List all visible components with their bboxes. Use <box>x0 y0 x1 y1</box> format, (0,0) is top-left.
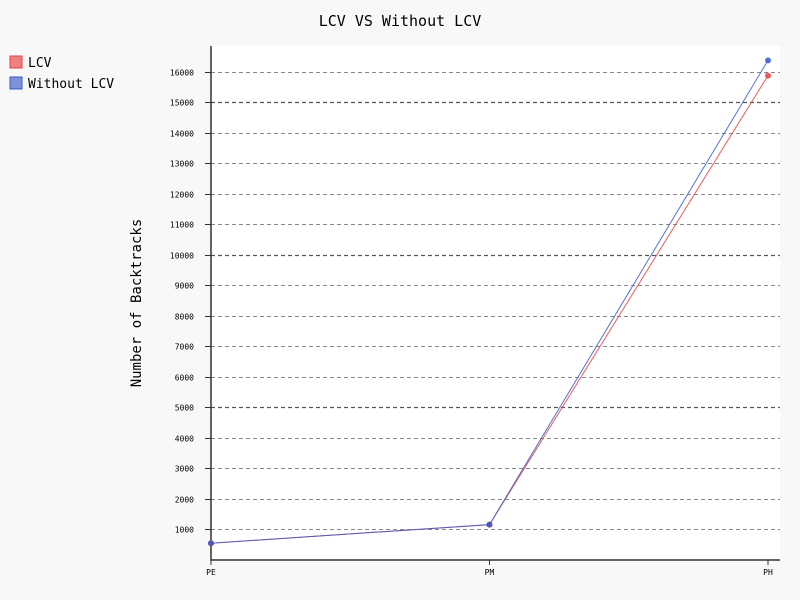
x-tick-label: PM <box>485 568 495 577</box>
y-tick-label: 2000 <box>175 496 194 505</box>
y-tick-label: 16000 <box>170 69 194 78</box>
y-tick-label: 7000 <box>175 343 194 352</box>
y-tick-label: 5000 <box>175 404 194 413</box>
legend-label-without-lcv: Without LCV <box>28 77 114 92</box>
plot-area <box>212 46 780 560</box>
y-tick-label: 11000 <box>170 221 194 230</box>
legend-label-lcv: LCV <box>28 56 52 71</box>
legend-swatch-lcv <box>9 55 23 69</box>
grid-lines <box>211 72 780 530</box>
y-tick-label: 6000 <box>175 374 194 383</box>
chart-title: LCV VS Without LCV <box>319 12 482 30</box>
data-point <box>486 521 493 528</box>
y-tick-label: 4000 <box>175 435 194 444</box>
series-layer <box>208 57 771 547</box>
y-tick-label: 10000 <box>170 252 194 261</box>
x-axis-ticks: PE PM PH <box>206 560 773 577</box>
data-point <box>765 72 771 79</box>
y-tick-label: 8000 <box>175 313 194 322</box>
legend-swatch-without-lcv <box>9 76 23 90</box>
data-point <box>208 540 214 547</box>
data-point <box>765 57 771 64</box>
x-tick-label: PH <box>763 568 773 577</box>
y-tick-label: 15000 <box>170 99 194 108</box>
x-tick-label: PE <box>206 568 216 577</box>
y-tick-label: 12000 <box>170 191 194 200</box>
y-axis-ticks: 1000 2000 3000 4000 5000 6000 7000 8000 9000 1000… <box>170 69 211 535</box>
legend: LCV Without LCV <box>9 55 114 92</box>
y-tick-label: 13000 <box>170 160 194 169</box>
y-tick-label: 3000 <box>175 465 194 474</box>
y-tick-label: 9000 <box>175 282 194 291</box>
y-axis-label: Number of Backtracks <box>129 219 145 388</box>
y-tick-label: 14000 <box>170 130 194 139</box>
y-tick-label: 1000 <box>175 526 194 535</box>
